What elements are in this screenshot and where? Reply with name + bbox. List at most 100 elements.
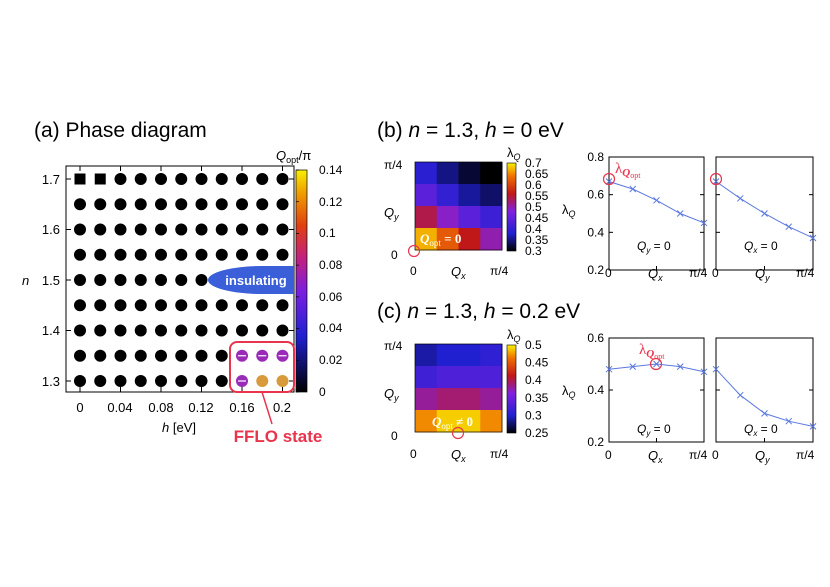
heatmap-cell <box>415 366 438 389</box>
line-point <box>653 360 660 368</box>
cbar-a-6: 0.12 <box>319 195 343 209</box>
phase-point <box>114 299 127 312</box>
y-tick-1-7: 1.7 <box>42 172 60 187</box>
phase-point <box>155 274 167 286</box>
b-line-yticks: 0.2 0.4 0.6 0.8 <box>587 150 604 277</box>
b-line-2-max-marker <box>709 172 723 186</box>
c-title-n: n <box>407 300 419 323</box>
phase-point <box>74 299 86 312</box>
insulating-region <box>208 266 294 294</box>
c-xlab-sub: x <box>460 454 466 464</box>
phase-point <box>276 223 289 236</box>
b-ylab-sub: y <box>393 212 399 222</box>
phase-point <box>94 198 107 211</box>
phase-xlabel-unit: [eV] <box>169 420 196 435</box>
phase-point <box>215 299 228 312</box>
x-tick-0-16: 0.16 <box>229 400 254 415</box>
line-ytick-label: 0.6 <box>587 188 604 202</box>
c-line-series <box>605 360 817 430</box>
panel-a-title: (a) Phase diagram <box>34 119 207 142</box>
heatmap-cell <box>415 410 438 433</box>
phase-point <box>155 173 167 185</box>
phase-point <box>94 375 107 387</box>
b-line-1-label: Qy = 0 <box>637 239 671 255</box>
phase-point <box>215 349 228 362</box>
phase-point <box>155 248 167 261</box>
c-xtick-pi4: π/4 <box>490 447 509 461</box>
c-l1x-q: Q <box>648 448 658 463</box>
b-l2-q: Q <box>744 239 753 253</box>
c-title-h: h <box>484 300 496 323</box>
phase-point-fflo <box>276 375 289 387</box>
b-heatmap-frame <box>414 161 503 251</box>
b-hm-sub: opt <box>429 238 441 248</box>
c-l1-q: Q <box>637 422 646 436</box>
heatmap-cell <box>436 410 459 433</box>
line-point <box>712 178 720 185</box>
phase-point <box>94 223 107 236</box>
phase-ticks <box>66 166 294 392</box>
phase-point <box>236 223 248 236</box>
heatmap-cell <box>480 228 503 251</box>
b-l1-xtick-pi4: π/4 <box>689 266 708 280</box>
b-colorbar <box>506 162 517 252</box>
c-l1-xtick-pi4: π/4 <box>689 448 708 462</box>
colorbar-label: 0.65 <box>525 167 549 181</box>
phase-point <box>236 299 248 312</box>
c-l2-tail: = 0 <box>757 422 778 436</box>
phase-point <box>114 173 127 185</box>
c-xtick-0: 0 <box>410 447 417 461</box>
b-title-nval: = 1.3, <box>420 119 485 142</box>
b-heatmap-xlabel: Qx <box>451 264 466 281</box>
b-hm-tail: = 0 <box>441 231 461 246</box>
phase-point <box>155 349 167 362</box>
c-l2x-sub: y <box>764 455 770 465</box>
phase-point <box>74 349 86 362</box>
heatmap-cell <box>415 228 438 251</box>
line-series <box>608 181 705 224</box>
c-l1-sub: y <box>645 429 651 438</box>
c-heatmap-ylabel: Qy <box>384 386 399 403</box>
phase-point <box>215 173 228 185</box>
line-point <box>785 417 793 425</box>
b-title-n: n <box>409 119 421 142</box>
phase-point <box>276 324 289 337</box>
cbar-a-7: 0.14 <box>319 163 343 177</box>
b-line-ticks <box>608 156 814 271</box>
b-ylab-q: Q <box>384 205 394 220</box>
line-point <box>605 178 613 185</box>
line-point <box>809 423 817 430</box>
colorbar-label: 0.45 <box>525 211 549 225</box>
phase-point <box>175 349 188 362</box>
phase-point <box>134 324 147 337</box>
phase-point <box>236 198 248 211</box>
phase-point <box>94 299 107 312</box>
c-l2-sub: x <box>752 429 758 438</box>
heatmap-cell <box>415 184 438 207</box>
phase-point <box>94 248 107 261</box>
y-tick-1-4: 1.4 <box>42 323 60 338</box>
colorbar-label: 0.7 <box>525 156 542 170</box>
c-xlab-q: Q <box>451 447 461 462</box>
colorbar-label: 0.3 <box>525 408 542 422</box>
phase-point <box>134 299 147 312</box>
line-ytick-label: 0.4 <box>587 225 604 239</box>
panel-b: (b) n = 1.3, h = 0 eV Qopt = 0 π/4 0 Qy … <box>377 119 817 283</box>
heatmap-cell <box>415 388 438 411</box>
panel-c: (c) n = 1.3, h = 0.2 eV Qopt ≠ 0 π/4 0 Q… <box>377 300 817 465</box>
c-l2-xlabel: Qy <box>755 448 770 465</box>
b-l2-sub: x <box>752 246 758 255</box>
c-hm-tail: ≠ 0 <box>453 414 473 429</box>
phase-point <box>74 198 86 211</box>
y-tick-1-6: 1.6 <box>42 222 60 237</box>
phase-point <box>74 324 86 337</box>
y-tick-1-3: 1.3 <box>42 374 60 389</box>
phase-point <box>134 198 147 211</box>
heatmap-cell <box>436 206 459 229</box>
fflo-label: FFLO state <box>234 427 323 446</box>
phase-point <box>256 324 269 337</box>
b-heatmap <box>415 162 503 251</box>
heatmap-cell <box>436 184 459 207</box>
b-line-ylabel: λQ <box>562 202 576 219</box>
phase-point <box>155 198 167 211</box>
